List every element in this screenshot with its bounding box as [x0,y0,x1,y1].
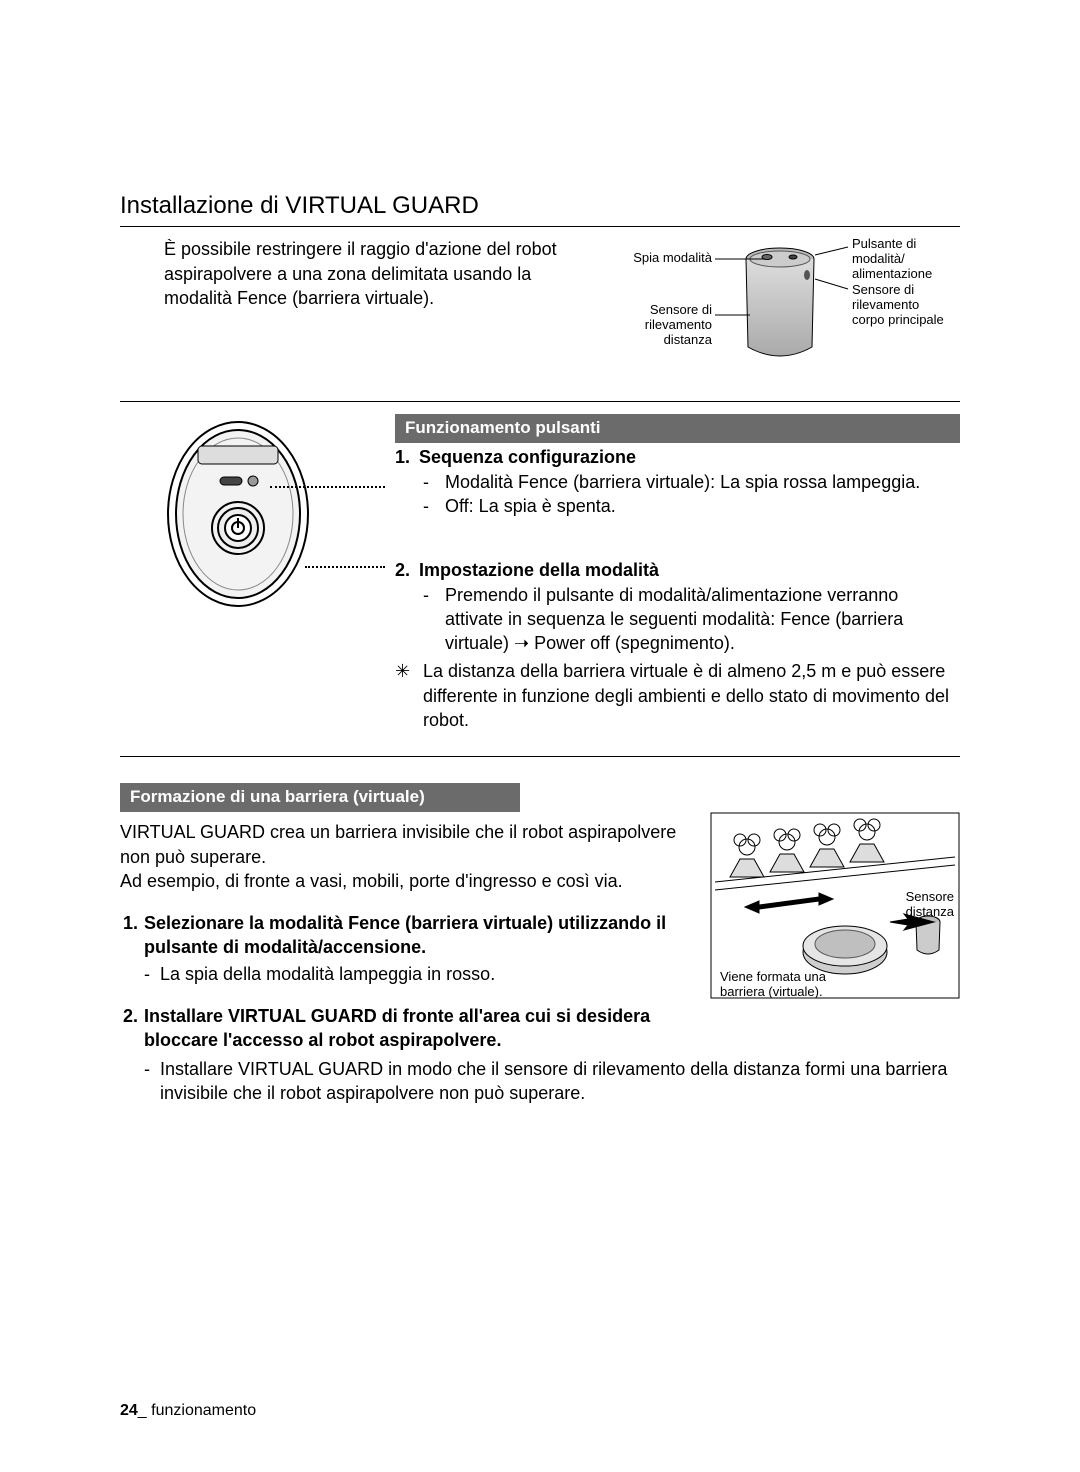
step-number: 2. [120,1004,138,1053]
leader-2 [305,566,385,568]
pulsanti-section: Funzionamento pulsanti 1. Sequenza confi… [120,414,960,732]
note-row: ✳ La distanza della barriera virtuale è … [395,659,960,732]
detail-text: Installare VIRTUAL GUARD in modo che il … [160,1057,960,1106]
footer-section: funzionamento [151,1402,256,1419]
dash: - [423,470,435,494]
label-line: rilevamento [645,317,712,332]
note-text: La distanza della barriera virtuale è di… [423,659,960,732]
label-barriera-illus: Viene formata una barriera (virtuale). [720,970,826,1000]
dash: - [423,583,435,656]
barriera-illustration: Sensore distanza Viene formata una barri… [710,812,960,1012]
label-line: distanza [664,332,712,347]
label-line: barriera (virtuale). [720,984,823,999]
label-line: Viene formata una [720,969,826,984]
virtual-guard-diagram: Spia modalità Sensore di rilevamento dis… [600,237,960,377]
label-line: distanza [906,904,954,919]
item-number: 1. [395,445,413,469]
label-line: Sensore [906,889,954,904]
label-line: alimentazione [852,266,932,281]
item-number: 2. [395,558,413,582]
barriera-p2: Ad esempio, di fronte a vasi, mobili, po… [120,869,696,893]
bar-funzionamento: Funzionamento pulsanti [395,414,960,443]
step-title: Installare VIRTUAL GUARD di fronte all'a… [144,1004,696,1053]
intro-row: È possibile restringere il raggio d'azio… [120,237,960,377]
section-divider-2 [120,756,960,757]
barriera-p1: VIRTUAL GUARD crea un barriera invisibil… [120,820,696,869]
item-title: Sequenza configurazione [419,445,636,469]
mode-bullets: - Premendo il pulsante di modalità/alime… [395,583,960,656]
page-footer: 24_ funzionamento [120,1400,256,1422]
barriera-text: VIRTUAL GUARD crea un barriera invisibil… [120,812,696,1052]
dash: - [144,962,150,986]
detail-text: La spia della modalità lampeggia in ross… [160,962,495,986]
item-modalita: 2. Impostazione della modalità [395,558,960,582]
barriera-section: VIRTUAL GUARD crea un barriera invisibil… [120,812,960,1052]
label-line: Sensore di [852,282,914,297]
step-number: 1. [120,911,138,960]
page-number: 24 [120,1402,138,1419]
top-view-illustration [120,414,385,704]
bullet-text: Modalità Fence (barriera virtuale): La s… [445,470,920,494]
step-1: 1. Selezionare la modalità Fence (barrie… [120,911,696,960]
label-line: Sensore di [650,302,712,317]
label-line: rilevamento [852,297,919,312]
bullet-text: Off: La spia è spenta. [445,494,616,518]
label-sensore-illus: Sensore distanza [906,890,954,920]
item-title: Impostazione della modalità [419,558,659,582]
label-line: modalità/ [852,251,905,266]
dash: - [423,494,435,518]
section-divider [120,401,960,402]
leader-1 [270,486,385,488]
step-title: Selezionare la modalità Fence (barriera … [144,911,696,960]
step-2: 2. Installare VIRTUAL GUARD di fronte al… [120,1004,696,1053]
label-line: Pulsante di [852,236,916,251]
bullet-text: Premendo il pulsante di modalità/aliment… [445,583,960,656]
label-spia-modalita: Spia modalità [620,251,712,266]
label-sensore-corpo: Sensore di rilevamento corpo principale [852,283,944,328]
item-sequenza: 1. Sequenza configurazione [395,445,960,469]
bar-barriera: Formazione di una barriera (virtuale) [120,783,520,812]
step-2-detail: - Installare VIRTUAL GUARD in modo che i… [120,1057,960,1106]
step-1-detail: - La spia della modalità lampeggia in ro… [120,962,696,986]
label-sensore-distanza: Sensore di rilevamento distanza [620,303,712,348]
pulsanti-content: Funzionamento pulsanti 1. Sequenza confi… [395,414,960,732]
page-title: Installazione di VIRTUAL GUARD [120,190,960,227]
seq-bullets: - Modalità Fence (barriera virtuale): La… [395,470,960,519]
note-icon: ✳ [395,659,415,732]
dash: - [144,1057,150,1106]
intro-text: È possibile restringere il raggio d'azio… [120,237,590,377]
footer-sep: _ [138,1402,151,1419]
label-line: corpo principale [852,312,944,327]
label-pulsante-modalita: Pulsante di modalità/ alimentazione [852,237,932,282]
